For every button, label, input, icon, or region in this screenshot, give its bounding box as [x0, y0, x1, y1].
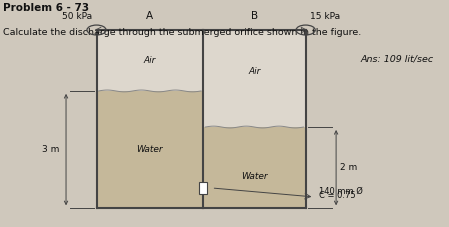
Text: 140 mm Ø: 140 mm Ø: [319, 187, 362, 196]
Text: A: A: [146, 11, 154, 21]
Text: Problem 6 - 73: Problem 6 - 73: [3, 3, 89, 13]
Text: 50 kPa: 50 kPa: [62, 12, 92, 21]
Bar: [199, 182, 207, 194]
Bar: [97, 30, 203, 91]
Text: 3 m: 3 m: [42, 145, 60, 154]
Text: Water: Water: [136, 145, 163, 154]
Text: Calculate the discharge through the submerged orifice shown in the figure.: Calculate the discharge through the subm…: [3, 28, 361, 37]
Text: Air: Air: [248, 67, 260, 76]
Bar: [203, 127, 306, 208]
Text: 15 kPa: 15 kPa: [310, 12, 340, 21]
Text: Ans: 109 lit/sec: Ans: 109 lit/sec: [361, 55, 434, 64]
Bar: [203, 30, 306, 127]
Text: B: B: [251, 11, 258, 21]
Bar: [97, 91, 203, 208]
Text: C = 0.75: C = 0.75: [319, 191, 355, 200]
Text: 2 m: 2 m: [340, 163, 358, 172]
Text: Water: Water: [241, 172, 268, 181]
Text: Air: Air: [144, 56, 156, 65]
